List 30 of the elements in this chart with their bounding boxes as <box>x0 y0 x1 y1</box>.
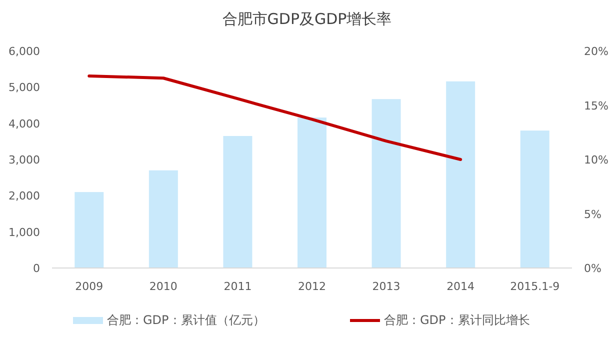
y-tick-label: 6,000 <box>8 45 40 58</box>
chart-title: 合肥市GDP及GDP增长率 <box>222 10 392 28</box>
bar <box>74 192 104 268</box>
y-tick-label: 5,000 <box>8 81 40 94</box>
bar <box>372 99 401 268</box>
y2-tick-label: 20% <box>584 45 608 58</box>
y2-tick-label: 10% <box>584 154 608 166</box>
x-tick-label: 2013 <box>372 280 400 293</box>
bar <box>148 170 178 268</box>
bar <box>223 136 252 268</box>
x-tick-label: 2009 <box>75 280 104 293</box>
y2-tick-label: 5% <box>584 208 602 221</box>
line-series <box>88 74 462 161</box>
legend-label: 合肥：GDP：累计同比增长 <box>384 313 530 327</box>
bar <box>520 130 550 268</box>
x-tick-label: 2012 <box>298 280 326 293</box>
bar <box>298 118 326 268</box>
bar <box>446 81 476 268</box>
x-tick-label: 2010 <box>149 280 178 293</box>
x-tick-label: 2011 <box>224 280 252 293</box>
x-tick-label: 2014 <box>446 280 475 293</box>
y-tick-label: 3,000 <box>8 154 40 166</box>
y-tick-label: 4,000 <box>8 117 40 130</box>
y-tick-label: 1,000 <box>8 226 40 239</box>
y-tick-label: 0 <box>33 262 40 275</box>
legend-label: 合肥：GDP：累计值（亿元） <box>107 313 265 327</box>
y-tick-label: 2,000 <box>8 190 40 203</box>
y2-tick-label: 15% <box>584 99 608 112</box>
x-tick-label: 2015.1-9 <box>510 280 560 293</box>
y2-tick-label: 0% <box>584 262 602 275</box>
